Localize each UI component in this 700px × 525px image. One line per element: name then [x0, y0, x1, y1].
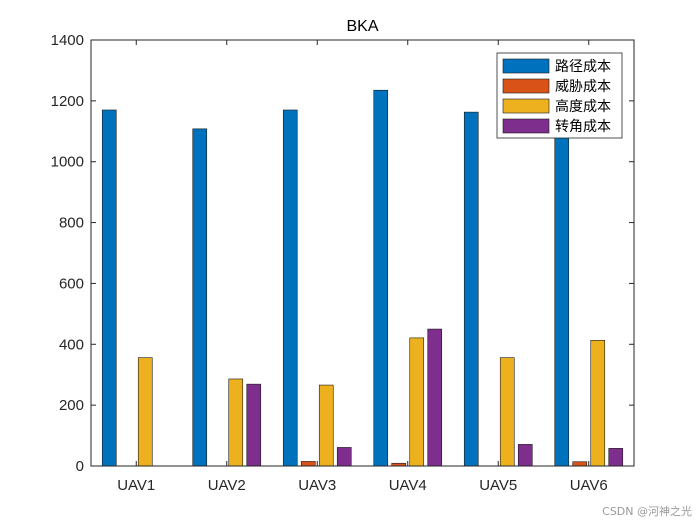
x-tick-label-uav6: UAV6 — [570, 477, 608, 494]
x-tick-label-uav1: UAV1 — [117, 477, 155, 494]
bar-series3-uav5 — [499, 357, 515, 467]
legend-label-3: 高度成本 — [555, 98, 611, 115]
bar-series1-uav3 — [282, 109, 298, 467]
bar-series1-uav6 — [554, 115, 570, 467]
bar-series3-uav1 — [137, 357, 153, 467]
y-tick-label: 1200 — [51, 93, 84, 110]
bar-series3-uav6 — [590, 340, 606, 467]
bar-series4-uav2 — [246, 383, 262, 467]
legend-swatch-2 — [502, 78, 550, 94]
legend-label-4: 转角成本 — [555, 119, 611, 135]
legend-label-2: 威胁成本 — [555, 79, 611, 95]
bar-series2-uav6 — [572, 461, 588, 467]
watermark-text: CSDN @河神之光 — [602, 505, 692, 518]
bar-series4-uav5 — [517, 444, 533, 467]
bar-series4-uav3 — [336, 447, 352, 467]
bar-series1-uav1 — [101, 109, 117, 467]
bar-series4-uav6 — [608, 448, 624, 467]
bar-series3-uav2 — [228, 378, 244, 467]
legend-swatch-3 — [502, 98, 550, 114]
chart-title: BKA — [346, 18, 378, 35]
y-tick-label: 1400 — [51, 32, 84, 49]
y-tick-label: 200 — [59, 397, 84, 414]
bar-series1-uav5 — [463, 111, 479, 467]
x-tick-label-uav2: UAV2 — [208, 477, 246, 494]
y-tick-label: 1000 — [51, 154, 84, 171]
y-tick-label: 800 — [59, 215, 84, 232]
y-tick-label: 0 — [76, 458, 84, 475]
bar-series3-uav4 — [409, 337, 425, 467]
x-tick-label-uav4: UAV4 — [389, 477, 427, 494]
bar-series1-uav2 — [192, 128, 208, 467]
x-tick-label-uav5: UAV5 — [479, 477, 517, 494]
bars-group — [101, 89, 624, 467]
axes-group: 0 200 400 600 800 1000 1200 1400 UAV1 UAV2 UAV3 UAV… — [51, 32, 635, 494]
legend-swatch-1 — [502, 58, 550, 74]
y-tick-label: 400 — [59, 336, 84, 353]
bar-series4-uav4 — [427, 328, 443, 467]
bar-series2-uav3 — [300, 461, 316, 467]
bar-series3-uav3 — [318, 384, 334, 467]
x-tick-label-uav3: UAV3 — [298, 477, 336, 494]
axes-box — [90, 39, 635, 467]
legend-label-1: 路径成本 — [555, 59, 611, 75]
legend-swatch-4 — [502, 118, 550, 134]
bar-series1-uav4 — [373, 89, 389, 467]
y-tick-label: 600 — [59, 275, 84, 292]
